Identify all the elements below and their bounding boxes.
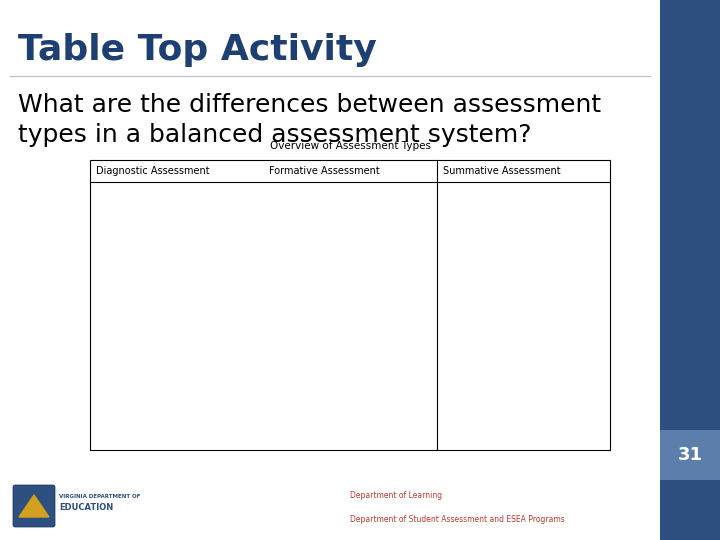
Text: Table Top Activity: Table Top Activity [18,33,377,67]
Text: Formative Assessment: Formative Assessment [269,166,380,176]
Text: VIRGINIA DEPARTMENT OF: VIRGINIA DEPARTMENT OF [59,495,140,500]
FancyBboxPatch shape [13,485,55,527]
Text: Department of Learning: Department of Learning [350,490,442,500]
Bar [660,0,720,540]
Text: Overview of Assessment Types: Overview of Assessment Types [269,141,431,151]
Bar [660,430,720,480]
Text: EDUCATION: EDUCATION [59,503,113,511]
Polygon shape [19,495,49,517]
Text: types in a balanced assessment system?: types in a balanced assessment system? [18,123,531,147]
Text: What are the differences between assessment: What are the differences between assessm… [18,93,601,117]
Text: Summative Assessment: Summative Assessment [443,166,560,176]
Text: Diagnostic Assessment: Diagnostic Assessment [96,166,210,176]
Bar [90,160,610,450]
Text: Department of Student Assessment and ESEA Programs: Department of Student Assessment and ESE… [350,515,564,523]
Text: 31: 31 [678,446,703,464]
